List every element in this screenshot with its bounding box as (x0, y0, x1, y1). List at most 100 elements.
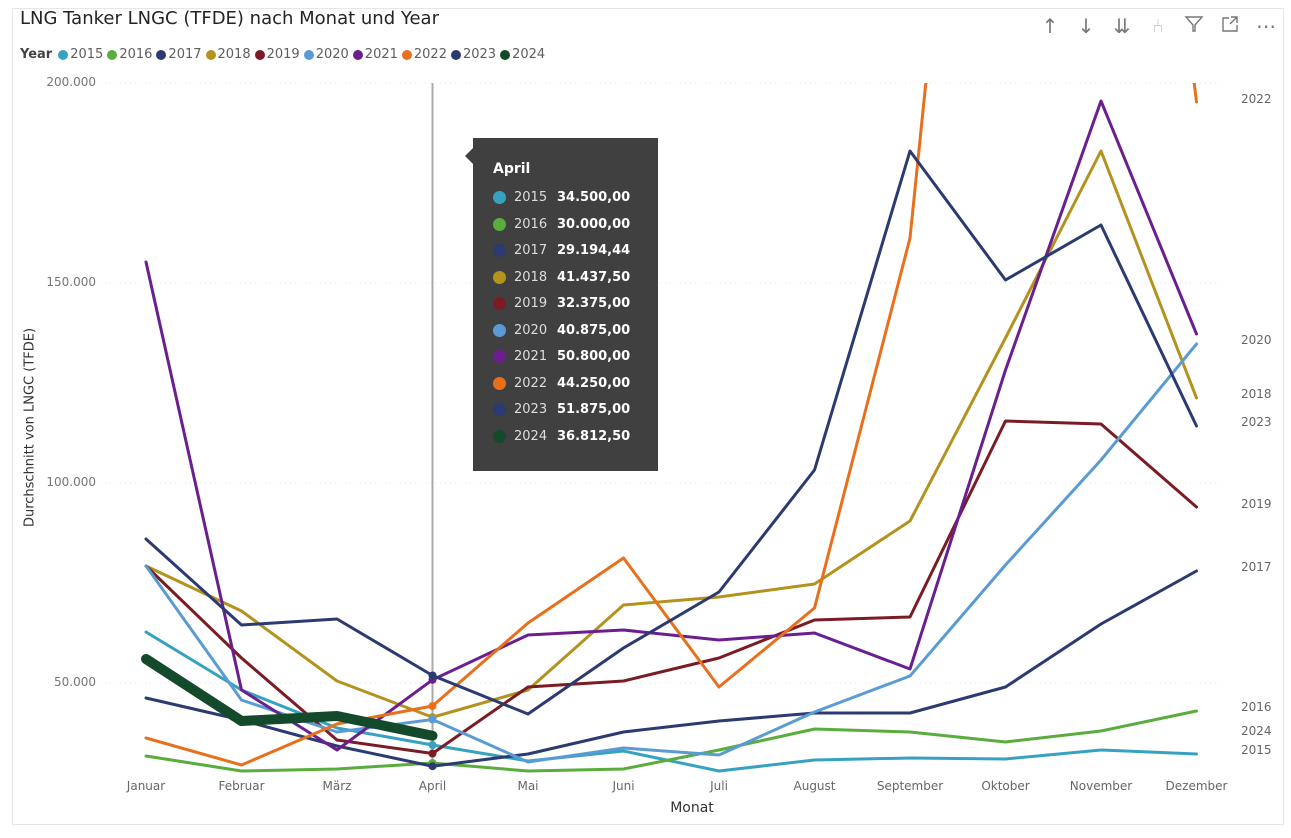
legend-label: 2016 (119, 47, 153, 62)
series-line-2023[interactable] (144, 149, 1198, 716)
series-dot-icon (493, 244, 506, 257)
legend-item-2023[interactable]: 2023 (450, 47, 497, 62)
data-point-april-2022[interactable] (428, 702, 437, 710)
data-point-april-2024[interactable] (428, 731, 437, 740)
tooltip-row: 2022 44.250,00 (493, 376, 630, 391)
legend-label: 2022 (413, 47, 447, 62)
legend-item-2022[interactable]: 2022 (401, 47, 447, 62)
tooltip-year: 2021 (514, 349, 548, 364)
visual-header-toolbar: ↑ ↓ ⇊ ⑃ ⋯ (1039, 14, 1277, 39)
tooltip-row: 2020 40.875,00 (493, 323, 630, 338)
series-dot-icon (493, 376, 506, 390)
x-tick-label: September (876, 779, 944, 793)
tooltip-row: 2015 34.500,00 (493, 190, 630, 205)
legend-dot-icon (254, 49, 265, 60)
data-point-april-2020[interactable] (428, 715, 437, 724)
tooltip-year: 2016 (514, 216, 548, 232)
tooltip-year: 2019 (514, 296, 548, 311)
series-end-label: 2015 (1241, 743, 1272, 757)
x-tick-label: Januar (126, 779, 166, 793)
x-tick-label: März (322, 779, 352, 793)
series-end-label: 2019 (1241, 497, 1272, 511)
data-point-april-2015[interactable] (428, 741, 437, 749)
series-line-2021[interactable] (144, 99, 1198, 752)
tooltip-year: 2018 (514, 269, 548, 285)
series-end-label: 2016 (1241, 700, 1272, 714)
legend-label: 2023 (462, 47, 497, 62)
legend-dot-icon (303, 49, 314, 60)
legend-label: 2017 (168, 47, 202, 62)
x-tick-label: Dezember (1165, 779, 1228, 793)
series-dot-icon (493, 191, 506, 204)
visual-frame (12, 8, 1284, 825)
tooltip-value: 34.500,00 (557, 190, 631, 205)
filter-icon[interactable] (1183, 14, 1205, 39)
legend-dot-icon (500, 49, 511, 60)
legend-item-2016[interactable]: 2016 (107, 47, 152, 62)
tooltip-year: 2020 (514, 322, 548, 338)
legend-item-2021[interactable]: 2021 (352, 47, 398, 62)
tooltip-value: 51.875,00 (557, 402, 631, 417)
tooltip: April 2015 34.500,00 2016 30.000,00 2017 29.1… (465, 138, 658, 471)
tooltip-row: 2023 51.875,00 (493, 402, 630, 417)
series-dot-icon (493, 297, 506, 310)
series-end-label: 2023 (1241, 415, 1272, 429)
series-line-2024[interactable] (141, 654, 438, 741)
legend-item-2018[interactable]: 2018 (205, 47, 251, 62)
series-line-2020[interactable] (144, 342, 1198, 764)
x-tick-label: Juli (710, 779, 728, 793)
tooltip-year: 2023 (514, 402, 548, 417)
tooltip-row: 2024 36.812,50 (493, 429, 630, 444)
more-options-icon[interactable]: ⋯ (1256, 14, 1276, 38)
data-point-april-2017[interactable] (428, 762, 437, 771)
series-line-2018[interactable] (144, 149, 1198, 719)
legend-dot-icon (107, 49, 118, 60)
series-end-label: 2022 (1241, 92, 1272, 106)
legend-item-2017[interactable]: 2017 (156, 47, 202, 62)
legend-label: 2024 (512, 47, 546, 62)
x-tick-label: Mai (517, 779, 539, 793)
legend-item-2024[interactable]: 2024 (500, 47, 545, 62)
arrow-up-icon[interactable]: ↑ (1041, 14, 1059, 38)
tooltip-value: 41.437,50 (557, 269, 631, 285)
series-dot-icon (493, 350, 506, 363)
expand-hierarchy-icon[interactable]: ⑃ (1152, 14, 1164, 38)
y-tick-label: 200.000 (46, 75, 96, 89)
legend-dot-icon (450, 49, 461, 60)
tooltip-value: 32.375,00 (557, 296, 631, 311)
tooltip-value: 36.812,50 (557, 428, 631, 444)
legend-label: 2019 (266, 47, 300, 62)
legend-label: 2018 (217, 47, 251, 62)
x-tick-label: April (418, 779, 447, 793)
tooltip-year: 2022 (514, 375, 548, 391)
y-tick-label: 150.000 (46, 275, 96, 289)
legend-dot-icon (401, 49, 412, 60)
legend-item-2020[interactable]: 2020 (303, 47, 349, 62)
tooltip-year: 2017 (514, 243, 548, 258)
data-point-april-2019[interactable] (428, 749, 437, 758)
focus-mode-icon[interactable] (1219, 14, 1241, 39)
legend-title: Year (20, 47, 53, 62)
series-dot-icon (493, 403, 506, 416)
legend-item-2015[interactable]: 2015 (58, 47, 103, 62)
legend-item-2019[interactable]: 2019 (254, 47, 300, 62)
tooltip-value: 30.000,00 (557, 216, 631, 232)
series-line-2019[interactable] (144, 419, 1198, 755)
arrow-down-icon[interactable]: ↓ (1077, 14, 1095, 38)
data-point-april-2023[interactable] (428, 671, 437, 680)
x-tick-label: Februar (218, 779, 265, 793)
y-tick-label: 100.000 (46, 475, 96, 489)
tooltip-row: 2021 50.800,00 (493, 349, 630, 364)
series-end-label: 2020 (1241, 333, 1272, 347)
series-line-2016[interactable] (144, 709, 1198, 773)
series-dot-icon (493, 323, 506, 337)
tooltip-value: 50.800,00 (557, 349, 631, 364)
series-end-label: 2017 (1241, 560, 1272, 574)
tooltip-year: 2024 (514, 428, 548, 444)
series-dot-icon (493, 270, 506, 284)
double-arrow-down-icon[interactable]: ⇊ (1113, 14, 1131, 38)
series-line-2022[interactable] (144, 0, 1198, 767)
legend-dot-icon (58, 49, 69, 60)
legend-dot-icon (156, 49, 167, 60)
